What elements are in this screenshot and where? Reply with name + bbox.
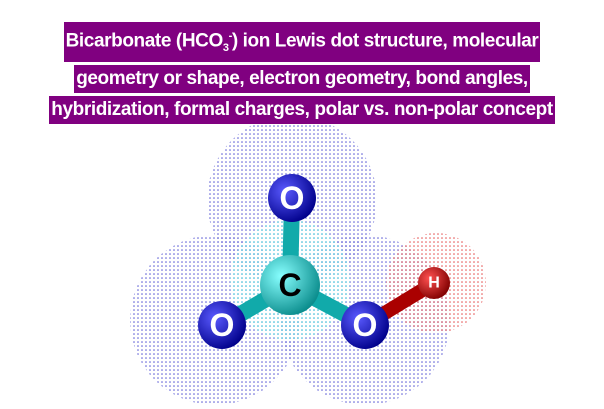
atom (198, 301, 246, 349)
title-superscript: - (228, 30, 233, 42)
atom-label: O (210, 307, 235, 343)
title: Bicarbonate (HCO3-) ion Lewis dot struct… (0, 22, 604, 127)
title-line: Bicarbonate (HCO3-) ion Lewis dot struct… (63, 22, 541, 63)
atom-label: O (280, 180, 305, 216)
atom (418, 267, 450, 299)
atom (268, 174, 316, 222)
electron-cloud (130, 115, 486, 405)
title-text: ) ion Lewis dot structure, molecular (231, 30, 539, 52)
atom-label: O (353, 307, 378, 343)
atom-label: C (278, 267, 301, 303)
atom (260, 255, 320, 315)
title-line: geometry or shape, electron geometry, bo… (74, 65, 530, 94)
title-text: Bicarbonate (HCO (65, 30, 224, 52)
atom-label: H (428, 275, 440, 292)
atom (341, 301, 389, 349)
title-subscript: 3 (222, 42, 229, 55)
title-line: hybridization, formal charges, polar vs.… (49, 96, 555, 125)
